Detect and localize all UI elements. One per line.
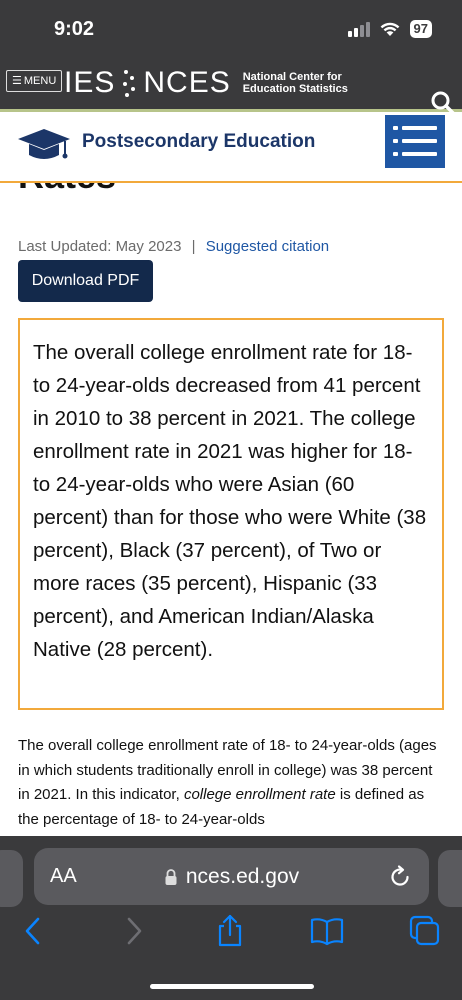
body-text-emphasis: college enrollment rate (183, 786, 336, 803)
previous-tab-peek[interactable] (0, 850, 23, 907)
page-title: Rates (18, 183, 116, 197)
status-time: 9:02 (54, 18, 95, 40)
meta-line: Last Updated: May 2023 | Suggested citat… (18, 238, 329, 255)
browser-nav-icons (0, 914, 462, 954)
logo-dots-icon (121, 66, 137, 100)
body-text-part1: The overall college enrollment rate of 1… (18, 737, 437, 803)
site-header: ☰ MENU IES NCES National Center for Educ… (0, 62, 462, 115)
battery-indicator: 97 (409, 20, 432, 38)
back-icon[interactable] (16, 914, 50, 948)
hamburger-icon (393, 126, 437, 130)
body-paragraph: The overall college enrollment rate of 1… (18, 734, 448, 832)
section-menu-button[interactable] (385, 115, 445, 168)
next-tab-peek[interactable] (438, 850, 462, 907)
body-text-part2: is defined as the percentage of 18- to 2… (18, 786, 425, 828)
graduation-cap-icon (18, 129, 70, 159)
download-pdf-button[interactable]: Download PDF (18, 260, 153, 302)
logo-ies-text: IES (64, 66, 116, 99)
suggested-citation-link[interactable]: Suggested citation (205, 238, 330, 255)
menu-label: MENU (23, 75, 57, 87)
reader-options-button[interactable]: AA (50, 865, 77, 887)
last-updated: Last Updated: May 2023 (18, 238, 182, 255)
address-bar[interactable]: AA nces.ed.gov (34, 848, 429, 905)
browser-toolbar: AA nces.ed.gov (0, 836, 462, 1000)
menu-icon: ☰ (12, 75, 22, 87)
section-title[interactable]: Postsecondary Education (82, 131, 316, 152)
tabs-icon[interactable] (408, 914, 442, 948)
status-bar: 9:02 97 (0, 0, 462, 62)
highlights-text: The overall college enrollment rate for … (33, 341, 427, 661)
wifi-icon (380, 22, 399, 36)
meta-separator: | (191, 238, 196, 255)
search-icon[interactable] (430, 90, 456, 116)
status-icons: 97 (347, 20, 432, 38)
section-bar: Postsecondary Education (0, 115, 462, 183)
reload-icon[interactable] (387, 864, 413, 890)
logo-nces-text: NCES (143, 66, 231, 99)
logo-subtitle: National Center for Education Statistics (242, 71, 348, 95)
menu-button[interactable]: ☰ MENU (6, 70, 63, 92)
url-text: nces.ed.gov (185, 864, 300, 888)
home-indicator (150, 984, 314, 989)
ies-nces-logo[interactable]: IES NCES National Center for Education S… (64, 66, 348, 100)
lock-icon (165, 868, 177, 885)
share-icon[interactable] (213, 914, 247, 948)
cellular-signal-icon (347, 21, 370, 37)
forward-icon[interactable] (117, 914, 151, 948)
bookmarks-icon[interactable] (310, 914, 344, 948)
highlights-box: The overall college enrollment rate for … (18, 318, 444, 710)
